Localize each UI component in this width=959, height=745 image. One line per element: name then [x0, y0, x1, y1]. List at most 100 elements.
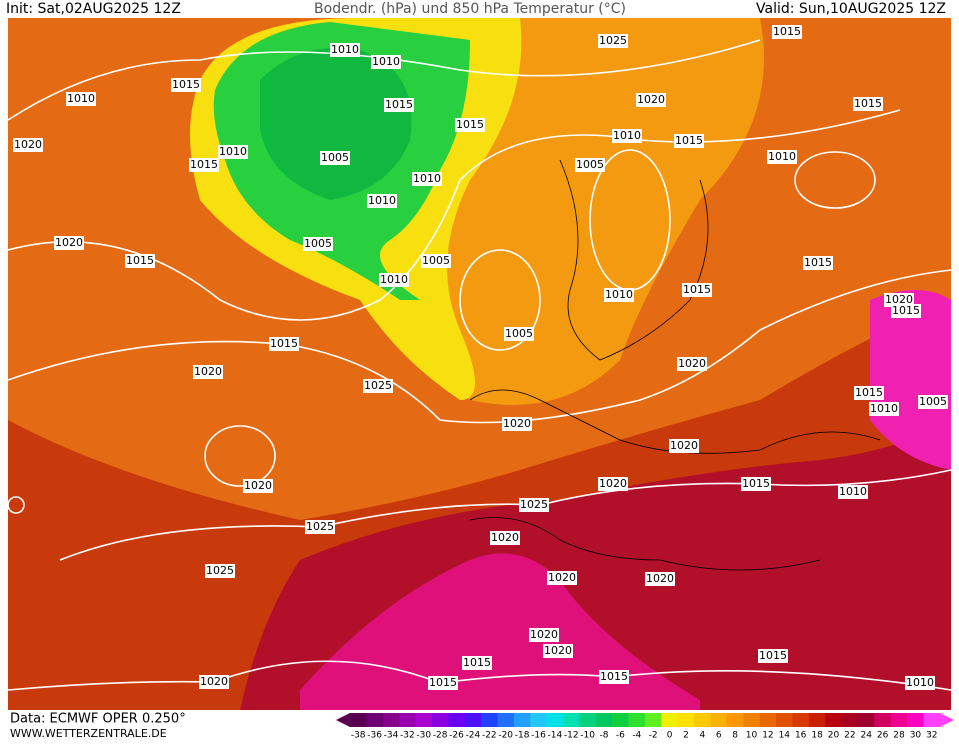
isobar-label: 1010 [605, 288, 633, 301]
isobar-label: 1015 [804, 256, 832, 269]
isobar-label: 1005 [422, 254, 450, 267]
isobar-label-box [379, 273, 409, 287]
colorbar-cell [825, 713, 843, 727]
isobar-label-box [269, 337, 299, 351]
colorbar-cell [726, 713, 744, 727]
isobar-label-box [193, 365, 223, 379]
isobar-label: 1015 [773, 25, 801, 38]
isobar-label-box [598, 477, 628, 491]
isobar-label: 1020 [646, 572, 674, 585]
colorbar-cell [759, 713, 777, 727]
isobar-label-box [490, 531, 520, 545]
colorbar-cell [382, 713, 400, 727]
isobar-label-box [599, 670, 629, 684]
isobar-label: 1010 [219, 145, 247, 158]
colorbar-cell [497, 713, 515, 727]
isobar-label-box [604, 288, 634, 302]
colorbar-cell [579, 713, 597, 727]
isobar-label-box [612, 129, 642, 143]
isobar-label: 1010 [372, 55, 400, 68]
colorbar-cell [481, 713, 498, 727]
isobar-label-box [205, 564, 235, 578]
colorbar-label: -8 [600, 731, 609, 741]
colorbar-label: 22 [844, 731, 855, 741]
colorbar-cell [710, 713, 728, 727]
coastline [469, 389, 881, 454]
colorbar-label: -20 [498, 731, 513, 741]
isobar-label-box [869, 402, 899, 416]
isobar-label-box [853, 97, 883, 111]
colorbar-label: 26 [877, 731, 889, 741]
isobar-label: 1025 [364, 379, 392, 392]
colorbar-cell [530, 713, 548, 727]
colorbar-label: 8 [732, 731, 738, 741]
isobar-label: 1020 [544, 644, 572, 657]
isobar-label-box [504, 327, 534, 341]
isobar-label-box [772, 25, 802, 39]
colorbar-label: 20 [828, 731, 840, 741]
isobar-label-box [412, 172, 442, 186]
colorbar-cell [743, 713, 761, 727]
isobar-label-box [320, 151, 350, 165]
colorbar-label: 6 [716, 731, 722, 741]
isobar-label: 1020 [503, 417, 531, 430]
colorbar-label: -10 [580, 731, 595, 741]
isobar-label: 1005 [321, 151, 349, 164]
colorbar-label: -12 [564, 731, 579, 741]
isobar-label-box [384, 98, 414, 112]
isobar-label-box [547, 571, 577, 585]
isobar-label: 1020 [244, 479, 272, 492]
isobar-label-box [575, 158, 605, 172]
colorbar-label: 24 [861, 731, 873, 741]
colorbar-label: -2 [649, 731, 658, 741]
colorbar-cell [808, 713, 826, 727]
colorbar-label: 14 [779, 731, 791, 741]
isobar-label: 1015 [892, 304, 920, 317]
isobar-label-box [428, 676, 458, 690]
map-title: Bodendr. (hPa) und 850 hPa Temperatur (°… [314, 1, 626, 17]
isobar-label: 1015 [683, 283, 711, 296]
isobar-label: 1005 [304, 237, 332, 250]
coastline [559, 159, 709, 361]
colorbar-cell [415, 713, 433, 727]
isobar [204, 425, 276, 487]
isobar-label: 1020 [637, 93, 665, 106]
colorbar-cell [890, 713, 908, 727]
init-time: Init: Sat,02AUG2025 12Z [6, 1, 181, 17]
isobar-label-box [455, 118, 485, 132]
colorbar-label: -26 [449, 731, 464, 741]
colorbar-cell [431, 713, 449, 727]
data-source: Data: ECMWF OPER 0.250° [10, 712, 186, 727]
isobar-label-box [371, 55, 401, 69]
isobar-label-box [330, 43, 360, 57]
isobar-label-box [682, 283, 712, 297]
coastlines [469, 159, 881, 571]
isobar-label-box [918, 395, 948, 409]
isobar-label: 1015 [385, 98, 413, 111]
colorbar-label: 28 [893, 731, 905, 741]
isobar-label-box [462, 656, 492, 670]
isobar-label: 1020 [491, 531, 519, 544]
isobar-label-box [636, 93, 666, 107]
isobar-label: 1010 [67, 92, 95, 105]
colorbar-cell [464, 713, 482, 727]
isobar-label: 1020 [599, 477, 627, 490]
colorbar-cell [858, 713, 875, 727]
isobar-label: 1015 [429, 676, 457, 689]
colorbar-label: -36 [367, 731, 382, 741]
isobar-label-box [305, 520, 335, 534]
isobar-label: 1025 [520, 498, 548, 511]
colorbar-label: 4 [699, 731, 705, 741]
colorbar-cell [595, 713, 613, 727]
isobar-label: 1010 [380, 273, 408, 286]
isobar-label-box [677, 357, 707, 371]
isobar-label-box [243, 479, 273, 493]
colorbar-cell [923, 713, 941, 727]
isobar-label-box [803, 256, 833, 270]
isobar-label: 1015 [456, 118, 484, 131]
isobar-label-box [66, 92, 96, 106]
colorbar-label: -24 [466, 731, 481, 741]
colorbar-label: -4 [632, 731, 641, 741]
isobar-label: 1020 [885, 293, 913, 306]
